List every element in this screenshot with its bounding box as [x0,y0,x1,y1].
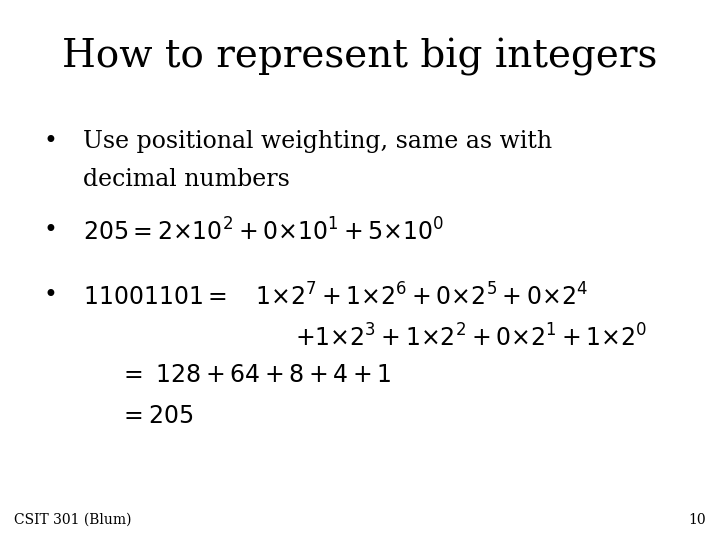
Text: •: • [43,130,57,153]
Text: •: • [43,219,57,242]
Text: $=\ 128 + 64 + 8 + 4 + 1$: $=\ 128 + 64 + 8 + 4 + 1$ [119,364,392,388]
Text: CSIT 301 (Blum): CSIT 301 (Blum) [14,512,132,526]
Text: $= 205$: $= 205$ [119,405,193,428]
Text: 10: 10 [688,512,706,526]
Text: $11001101 =\ \ \ 1{\times}2^7 + 1{\times}2^6 + 0{\times}2^5 + 0{\times}2^4$: $11001101 =\ \ \ 1{\times}2^7 + 1{\times… [83,284,588,310]
Text: $205 = 2{\times}10^2 + 0{\times}10^1 + 5{\times}10^0$: $205 = 2{\times}10^2 + 0{\times}10^1 + 5… [83,219,444,246]
Text: •: • [43,284,57,307]
Text: Use positional weighting, same as with: Use positional weighting, same as with [83,130,552,153]
Text: How to represent big integers: How to represent big integers [63,38,657,76]
Text: decimal numbers: decimal numbers [83,168,289,192]
Text: $+ 1{\times}2^3 + 1{\times}2^2 + 0{\times}2^1 + 1{\times}2^0$: $+ 1{\times}2^3 + 1{\times}2^2 + 0{\time… [295,324,647,351]
